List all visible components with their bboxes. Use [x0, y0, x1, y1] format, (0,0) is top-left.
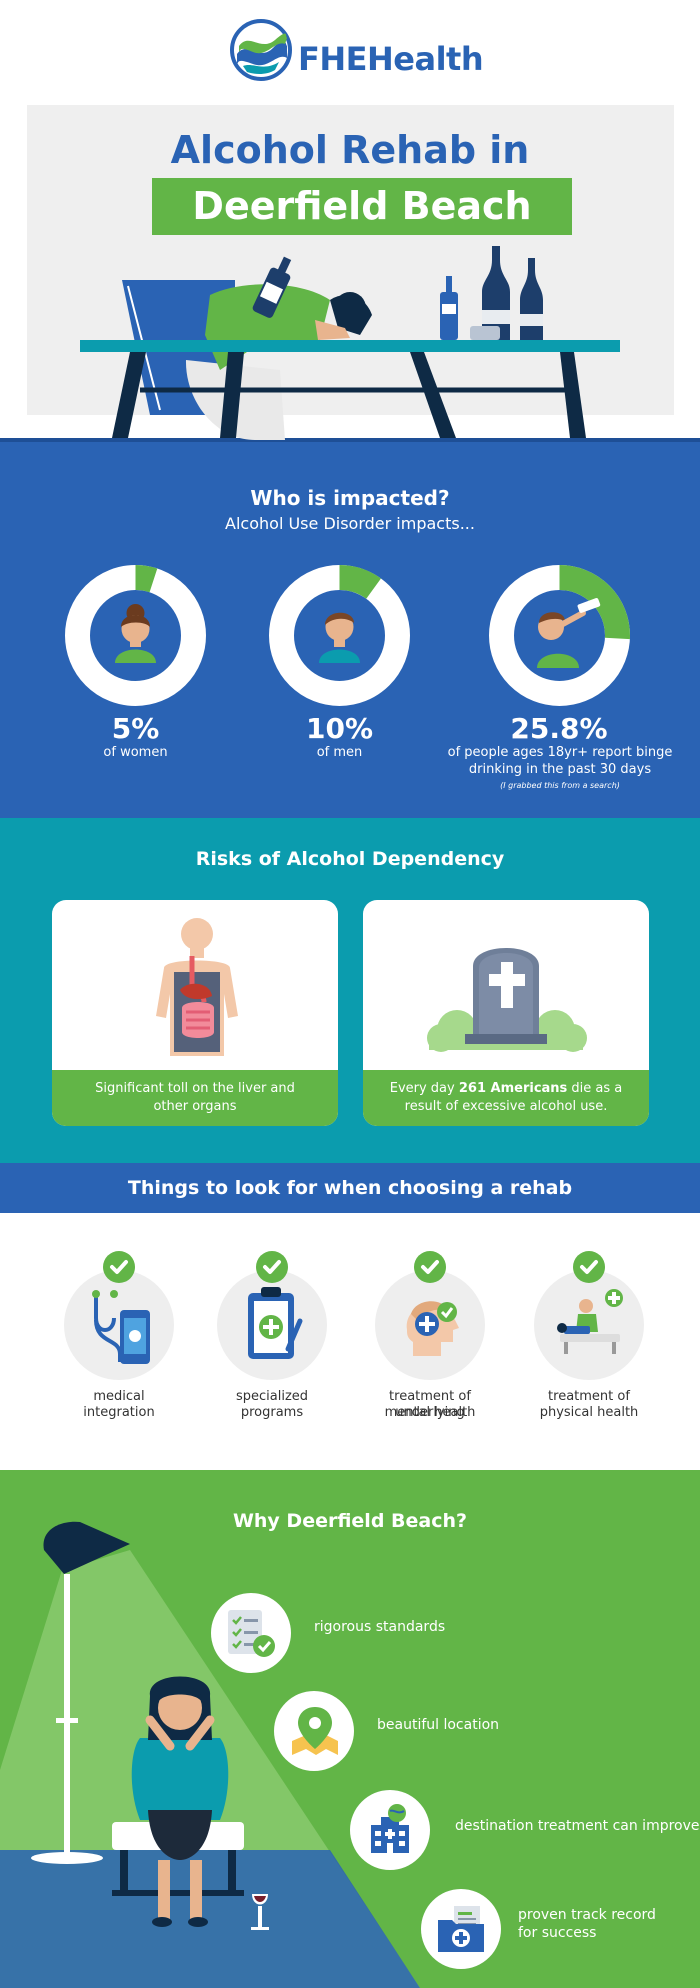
check-icon: [103, 1251, 135, 1283]
things-title: Things to look for when choosing a rehab: [127, 1177, 573, 1199]
thing-label-physical-line2: physical health: [539, 1405, 639, 1420]
brand-name: FHEHealth: [298, 40, 484, 78]
risk-caption-deaths-line1: Every day 261 Americans die as a: [390, 1080, 623, 1098]
donut-arc-men: [269, 565, 410, 706]
organs-icon: [152, 916, 242, 1061]
risk-caption-prefix: Every day: [389, 1081, 459, 1096]
donut-men: [267, 563, 412, 708]
stat-label-binge-line2: drinking in the past 30 days: [468, 762, 652, 777]
stat-label-women: of women: [103, 745, 168, 760]
donut-women: [63, 563, 208, 708]
risks-title: Risks of Alcohol Dependency: [195, 848, 505, 870]
hero-title-line2: Deerfield Beach: [192, 184, 532, 228]
gravestone-icon: [421, 926, 591, 1056]
why-label-standards: rigorous standards: [314, 1619, 446, 1635]
donut-binge: [487, 563, 632, 708]
woman-avatar-icon: [115, 604, 156, 663]
hospital-globe-icon: [363, 1803, 417, 1857]
clipboard-plus-icon: [244, 1285, 304, 1365]
donut-arc-women: [65, 565, 206, 706]
thing-label-mental-line2: mental health: [384, 1405, 476, 1420]
risk-caption-deaths: Every day 261 Americans die as a result …: [363, 1070, 649, 1126]
stat-note-binge: (I grabbed this from a search): [500, 781, 620, 790]
why-label-record-line1: proven track record: [518, 1907, 656, 1923]
checklist-icon: [224, 1606, 278, 1660]
impact-title: Who is impacted?: [250, 486, 450, 510]
map-pin-icon: [290, 1705, 340, 1757]
hero-title-line1: Alcohol Rehab in: [170, 128, 530, 172]
impact-subtitle: Alcohol Use Disorder impacts...: [225, 514, 475, 533]
risk-caption-deaths-line2: result of excessive alcohol use.: [404, 1099, 608, 1114]
check-icon: [573, 1251, 605, 1283]
thing-label-mental-line1: treatment of underlying: [389, 1389, 471, 1420]
check-icon: [414, 1251, 446, 1283]
stat-value-binge: 25.8%: [510, 712, 608, 745]
why-label-destination: destination treatment can improve: [455, 1818, 700, 1834]
risk-caption-organs: Significant toll on the liver and other …: [52, 1070, 338, 1126]
things-band: [0, 1163, 700, 1213]
why-label-record-line2: for success: [518, 1925, 597, 1941]
thing-label-physical-line1: treatment of: [548, 1389, 630, 1404]
man-avatar-icon: [319, 612, 360, 663]
thing-label-programs-line2: programs: [240, 1405, 304, 1420]
check-icon: [256, 1251, 288, 1283]
head-plus-icon: [397, 1290, 467, 1360]
hero-illustration: [0, 240, 700, 460]
hero-title-highlight: [152, 178, 572, 235]
stat-value-men: 10%: [305, 712, 374, 745]
brand-logo-icon: [229, 18, 293, 82]
thing-label-programs-line1: specialized: [235, 1389, 309, 1404]
stat-value-women: 5%: [111, 712, 160, 745]
risk-caption-bold: 261 Americans: [458, 1081, 568, 1096]
risk-caption-organs-line2: other organs: [153, 1099, 237, 1114]
stat-label-binge-line1: of people ages 18yr+ report binge: [447, 745, 673, 760]
why-title: Why Deerfield Beach?: [232, 1510, 468, 1532]
stethoscope-phone-icon: [74, 1290, 164, 1370]
drinking-person-icon: [537, 598, 601, 668]
why-label-location: beautiful location: [377, 1717, 500, 1733]
medical-folder-icon: [434, 1902, 488, 1956]
donut-arc-binge: [489, 565, 630, 706]
therapy-bed-icon: [552, 1288, 628, 1360]
thing-label-medical-line2: integration: [83, 1405, 155, 1420]
thing-label-medical-line1: medical: [93, 1389, 145, 1404]
risk-caption-organs-line1: Significant toll on the liver and: [95, 1081, 295, 1096]
risk-card-deaths: Every day 261 Americans die as a result …: [363, 900, 649, 1126]
risk-caption-suffix: die as a: [567, 1081, 623, 1096]
stat-label-men: of men: [316, 745, 363, 760]
lamp-scene-illustration: [0, 1470, 700, 1988]
risk-card-organs: Significant toll on the liver and other …: [52, 900, 338, 1126]
